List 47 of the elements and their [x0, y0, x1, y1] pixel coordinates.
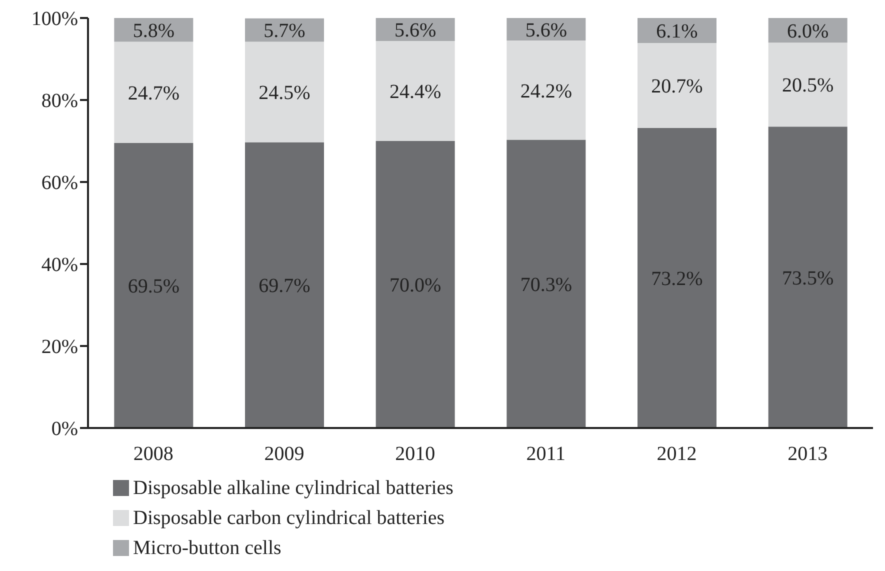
bar	[114, 143, 194, 428]
data-label: 24.4%	[389, 81, 442, 104]
bar	[768, 126, 848, 428]
bar	[245, 42, 324, 142]
bar	[768, 42, 848, 127]
legend-label: Disposable carbon cylindrical batteries	[133, 506, 445, 530]
y-tick-label: 40%	[41, 254, 78, 276]
bar	[638, 128, 716, 428]
x-tick-label: 2009	[264, 443, 304, 466]
data-label: 20.7%	[651, 76, 703, 98]
y-tick-label: 100%	[31, 8, 78, 30]
data-label: 5.8%	[132, 20, 175, 42]
data-label: 24.5%	[258, 82, 310, 104]
data-label: 6.0%	[786, 20, 829, 42]
x-tick-label: 2011	[526, 443, 566, 466]
y-tick-label: 0%	[51, 418, 78, 440]
bar	[245, 142, 324, 428]
y-tick-label: 20%	[41, 336, 78, 358]
bar	[506, 140, 586, 428]
data-label: 5.6%	[394, 20, 436, 42]
bar	[506, 40, 586, 140]
data-label: 70.3%	[520, 274, 572, 296]
data-label: 20.5%	[782, 74, 834, 97]
data-label: 5.7%	[264, 20, 306, 42]
data-label: 6.1%	[656, 20, 698, 43]
x-tick-label: 2010	[395, 443, 436, 466]
data-label: 69.7%	[258, 275, 310, 298]
bar	[638, 18, 716, 44]
data-label: 24.2%	[520, 80, 572, 102]
bar	[638, 43, 716, 128]
y-tick-label: 60%	[41, 172, 78, 194]
x-tick-label: 2013	[788, 443, 828, 466]
bar	[376, 40, 455, 141]
data-label: 73.5%	[782, 267, 834, 290]
legend-label: Disposable alkaline cylindrical batteries	[133, 476, 454, 500]
legend-label: Micro-button cells	[133, 536, 282, 560]
bar	[376, 141, 455, 428]
bar	[245, 18, 324, 42]
data-label: 69.5%	[128, 276, 180, 298]
x-tick-label: 2008	[133, 443, 174, 466]
data-label: 24.7%	[128, 82, 180, 105]
y-tick-label: 80%	[41, 90, 78, 112]
data-label: 73.2%	[651, 268, 703, 290]
bar	[114, 42, 194, 144]
data-label: 70.0%	[389, 274, 442, 297]
x-tick-label: 2012	[656, 443, 697, 466]
data-label: 5.6%	[525, 19, 568, 42]
